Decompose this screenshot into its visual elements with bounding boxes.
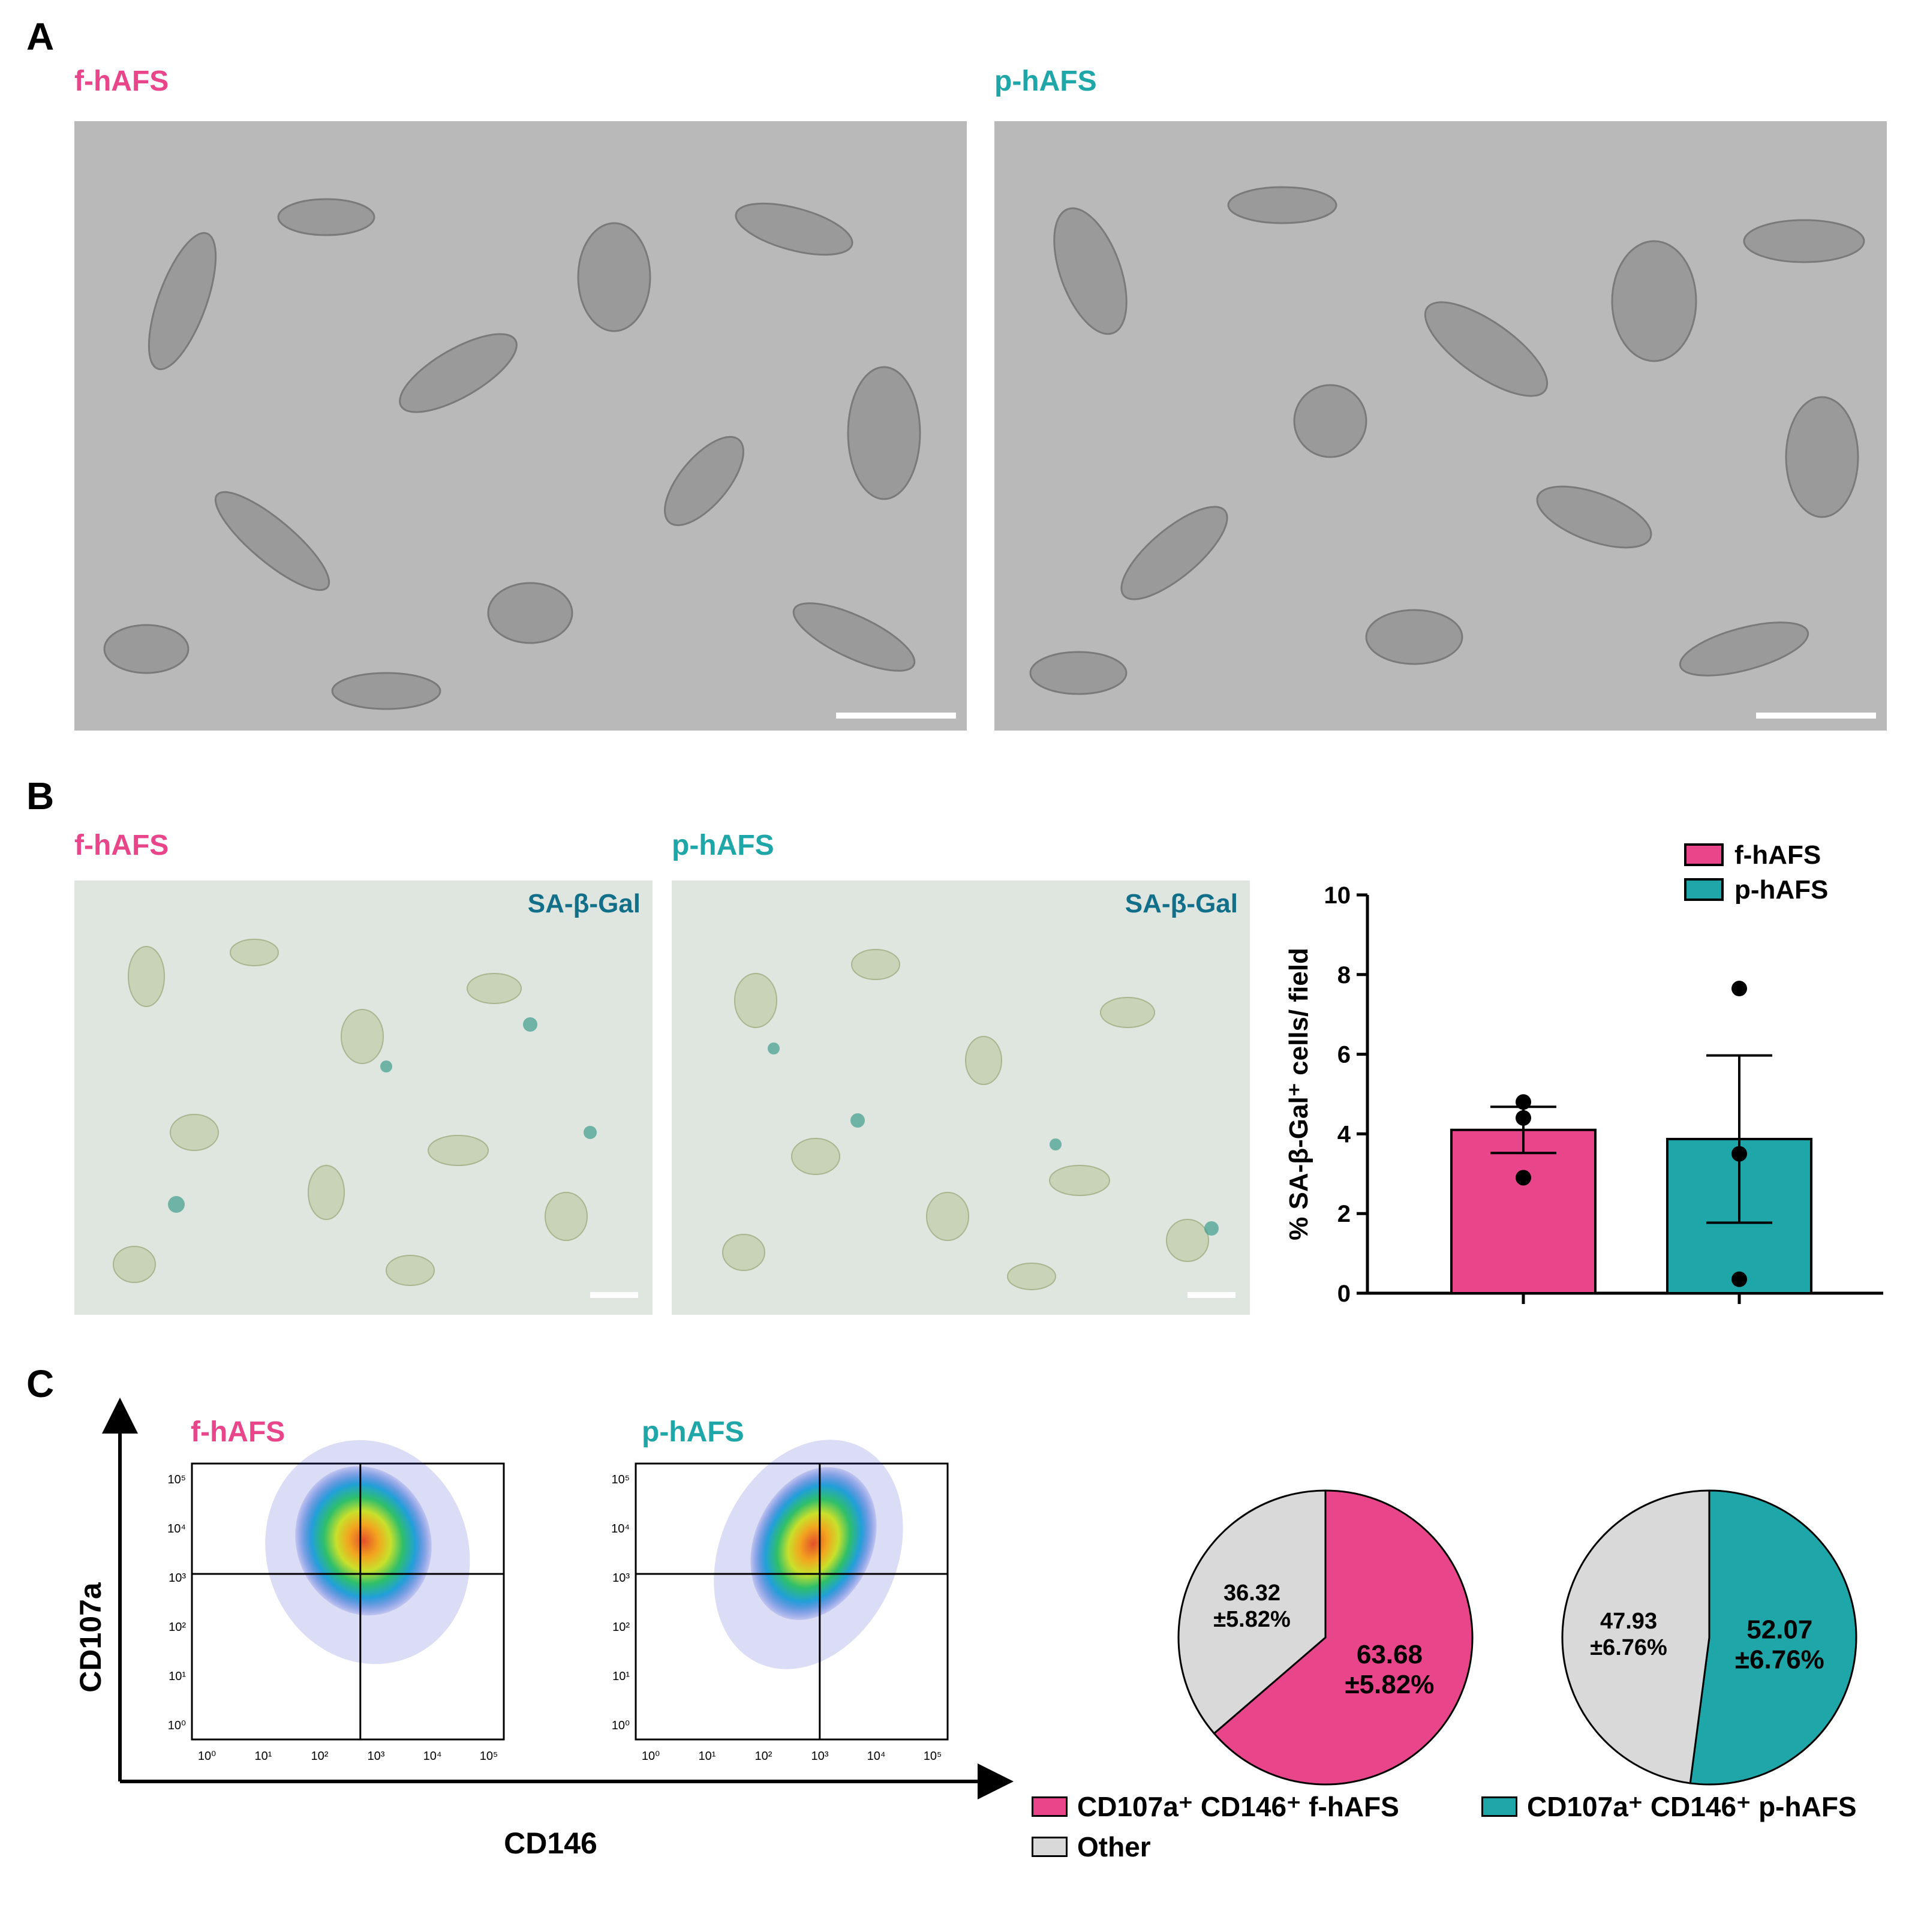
flow-y-tick: 10⁵ bbox=[167, 1473, 186, 1486]
flow-y-tick: 10² bbox=[612, 1621, 630, 1634]
flow-y-tick: 10⁰ bbox=[612, 1719, 630, 1732]
panel-a-left-label: f-hAFS bbox=[74, 65, 169, 97]
pie-slice bbox=[1561, 1489, 1710, 1784]
flow-cytometry-panel: 10⁰10⁰10¹10¹10²10²10³10³10⁴10⁴10⁵10⁵10⁰1… bbox=[74, 1398, 1014, 1860]
data-point bbox=[1516, 1110, 1531, 1126]
flow-x-tick: 10⁴ bbox=[867, 1750, 886, 1763]
flow-x-tick: 10⁴ bbox=[423, 1750, 442, 1763]
flow-y-tick: 10⁴ bbox=[167, 1522, 186, 1536]
legend-swatch bbox=[1684, 843, 1724, 866]
data-point bbox=[1731, 1146, 1747, 1162]
panel-c-left-label: f-hAFS bbox=[191, 1416, 285, 1448]
flow-x-tick: 10⁰ bbox=[642, 1750, 660, 1763]
cell-texture bbox=[1029, 186, 1865, 695]
scale-bar bbox=[1756, 713, 1876, 719]
flow-y-tick: 10⁵ bbox=[611, 1473, 630, 1486]
pie-value-label: 47.93 bbox=[1600, 1609, 1657, 1634]
y-tick-label: 2 bbox=[1337, 1201, 1351, 1227]
flow-y-tick: 10⁰ bbox=[168, 1719, 186, 1732]
pie-legend-p-hafs-label: CD107a⁺ CD146⁺ p-hAFS bbox=[1527, 1791, 1857, 1822]
panel-b-right-label: p-hAFS bbox=[672, 830, 774, 861]
pink-swatch bbox=[1032, 1796, 1068, 1817]
data-point bbox=[1516, 1094, 1531, 1110]
pie-slice bbox=[1689, 1489, 1857, 1786]
panel-b-letter: B bbox=[26, 774, 55, 818]
stain-label: SA-β-Gal bbox=[527, 889, 641, 918]
pie-slice bbox=[1213, 1489, 1474, 1786]
flow-plot-p-hafs: 10⁰ 10⁰ 10¹ 10¹ 10² 10² 10³ 10³ 10⁴ 10⁴ 10⁵ 10⁵ bbox=[611, 1440, 949, 1763]
legend-label: p-hAFS bbox=[1734, 875, 1828, 905]
y-tick-label: 8 bbox=[1337, 962, 1351, 988]
grey-swatch bbox=[1032, 1837, 1068, 1857]
flow-x-tick: 10³ bbox=[368, 1750, 385, 1763]
pie-value-label: 63.68 bbox=[1357, 1640, 1423, 1669]
density-cloud bbox=[750, 1467, 877, 1620]
y-axis-title: % SA-β-Gal⁺ cells/ field bbox=[1284, 948, 1313, 1240]
flow-x-tick: 10⁰ bbox=[198, 1750, 216, 1763]
y-tick-label: 4 bbox=[1337, 1121, 1351, 1147]
panel-a-right-label: p-hAFS bbox=[994, 65, 1097, 97]
flow-x-tick: 10¹ bbox=[255, 1750, 272, 1763]
pie-value-label: 52.07 bbox=[1746, 1615, 1812, 1645]
flow-x-tick: 10⁵ bbox=[924, 1750, 942, 1763]
data-point bbox=[1731, 981, 1747, 997]
flow-x-tick: 10³ bbox=[811, 1750, 829, 1763]
pie-legend-f-hafs: CD107a⁺ CD146⁺ f-hAFS bbox=[1032, 1790, 1399, 1823]
panel-c-letter: C bbox=[26, 1362, 55, 1405]
bar-f-hAFS bbox=[1450, 1128, 1597, 1294]
pie-sd-label: ±6.76% bbox=[1735, 1645, 1824, 1675]
density-cloud bbox=[295, 1466, 432, 1616]
phase-contrast-image-f-hafs bbox=[74, 121, 967, 731]
stain-label: SA-β-Gal bbox=[1125, 889, 1238, 918]
pie-sd-label: ±5.82% bbox=[1213, 1607, 1291, 1632]
pie-legend-other: Other bbox=[1032, 1831, 1151, 1863]
flow-y-tick: 10² bbox=[169, 1621, 186, 1634]
pie-legend-other-label: Other bbox=[1077, 1831, 1151, 1862]
pie-legend-f-hafs-label: CD107a⁺ CD146⁺ f-hAFS bbox=[1077, 1791, 1399, 1822]
scale-bar bbox=[836, 713, 956, 719]
flow-x-tick: 10² bbox=[311, 1750, 329, 1763]
pie-value-label: 36.32 bbox=[1223, 1581, 1280, 1606]
flow-y-tick: 10³ bbox=[169, 1572, 186, 1585]
sa-beta-gal-bar-chart: 0 2 4 6 8 10 % SA-β-Gal⁺ cells/ field f-hAFS p-… bbox=[1284, 840, 1883, 1307]
sa-beta-gal-image-f-hafs: SA-β-Gal bbox=[74, 881, 653, 1315]
panel-c-right-label: p-hAFS bbox=[642, 1416, 744, 1448]
cd107a-axis-label: CD107a bbox=[74, 1582, 107, 1693]
flow-plot-f-hafs: 10⁰ 10⁰ 10¹ 10¹ 10² 10² 10³ 10³ 10⁴ 10⁴ 10⁵ 10⁵ bbox=[167, 1440, 505, 1763]
phase-contrast-image-p-hafs bbox=[994, 121, 1887, 731]
legend-label: f-hAFS bbox=[1734, 840, 1821, 870]
flow-y-tick: 10⁴ bbox=[611, 1522, 630, 1536]
data-point bbox=[1731, 1271, 1747, 1287]
pie-charts: 63.68±5.82%36.32±5.82% 52.07±6.76%47.93±6… bbox=[1177, 1489, 1857, 1786]
y-tick-label: 0 bbox=[1337, 1281, 1351, 1307]
flow-y-tick: 10³ bbox=[612, 1572, 630, 1585]
sa-beta-gal-image-p-hafs: SA-β-Gal bbox=[672, 881, 1250, 1315]
cell-texture bbox=[103, 198, 921, 710]
flow-y-tick: 10¹ bbox=[612, 1670, 630, 1683]
legend-swatch bbox=[1684, 878, 1724, 901]
cd146-axis-label: CD146 bbox=[504, 1826, 597, 1860]
pie-slice bbox=[1177, 1489, 1327, 1735]
flow-x-tick: 10² bbox=[755, 1750, 772, 1763]
teal-swatch bbox=[1481, 1796, 1517, 1817]
scale-bar bbox=[590, 1292, 638, 1298]
flow-x-tick: 10¹ bbox=[699, 1750, 716, 1763]
flow-x-tick: 10⁵ bbox=[480, 1750, 498, 1763]
panel-a-letter: A bbox=[26, 15, 55, 58]
pie-sd-label: ±5.82% bbox=[1345, 1670, 1434, 1699]
cell-texture bbox=[113, 939, 597, 1286]
y-tick-label: 6 bbox=[1337, 1042, 1351, 1068]
cell-texture bbox=[722, 949, 1219, 1290]
flow-y-tick: 10¹ bbox=[169, 1670, 186, 1683]
panel-b-left-label: f-hAFS bbox=[74, 830, 169, 861]
data-point bbox=[1516, 1170, 1531, 1186]
pie-sd-label: ±6.76% bbox=[1590, 1635, 1667, 1660]
y-tick-label: 10 bbox=[1324, 882, 1351, 909]
pie-legend-p-hafs: CD107a⁺ CD146⁺ p-hAFS bbox=[1481, 1790, 1857, 1823]
scale-bar bbox=[1188, 1292, 1235, 1298]
